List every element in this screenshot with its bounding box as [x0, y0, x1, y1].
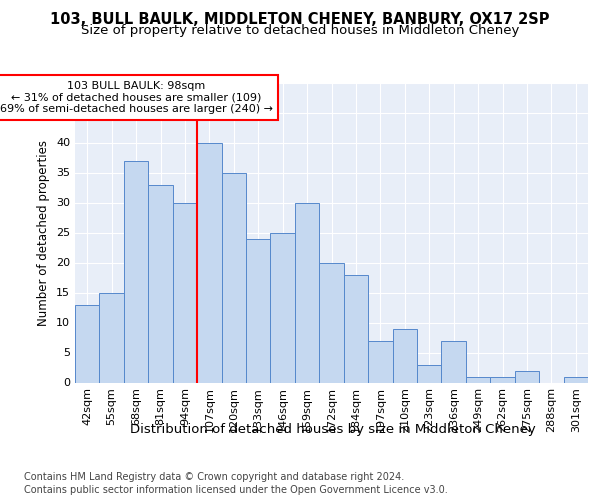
Bar	[442, 340, 466, 382]
Text: Contains public sector information licensed under the Open Government Licence v3: Contains public sector information licen…	[24, 485, 448, 495]
Bar	[490, 376, 515, 382]
Text: 103 BULL BAULK: 98sqm
← 31% of detached houses are smaller (109)
69% of semi-det: 103 BULL BAULK: 98sqm ← 31% of detached …	[0, 81, 272, 114]
Bar	[100, 292, 124, 382]
Bar	[417, 364, 442, 382]
Bar	[515, 370, 539, 382]
Bar	[148, 184, 173, 382]
Text: 103, BULL BAULK, MIDDLETON CHENEY, BANBURY, OX17 2SP: 103, BULL BAULK, MIDDLETON CHENEY, BANBU…	[50, 12, 550, 28]
Bar	[295, 202, 319, 382]
Bar	[392, 328, 417, 382]
Bar	[246, 238, 271, 382]
Text: Distribution of detached houses by size in Middleton Cheney: Distribution of detached houses by size …	[130, 422, 536, 436]
Bar	[466, 376, 490, 382]
Bar	[344, 274, 368, 382]
Bar	[197, 142, 221, 382]
Text: Size of property relative to detached houses in Middleton Cheney: Size of property relative to detached ho…	[81, 24, 519, 37]
Text: Contains HM Land Registry data © Crown copyright and database right 2024.: Contains HM Land Registry data © Crown c…	[24, 472, 404, 482]
Bar	[563, 376, 588, 382]
Bar	[319, 262, 344, 382]
Bar	[368, 340, 392, 382]
Bar	[271, 232, 295, 382]
Bar	[173, 202, 197, 382]
Y-axis label: Number of detached properties: Number of detached properties	[37, 140, 50, 326]
Bar	[221, 172, 246, 382]
Bar	[75, 304, 100, 382]
Bar	[124, 160, 148, 382]
